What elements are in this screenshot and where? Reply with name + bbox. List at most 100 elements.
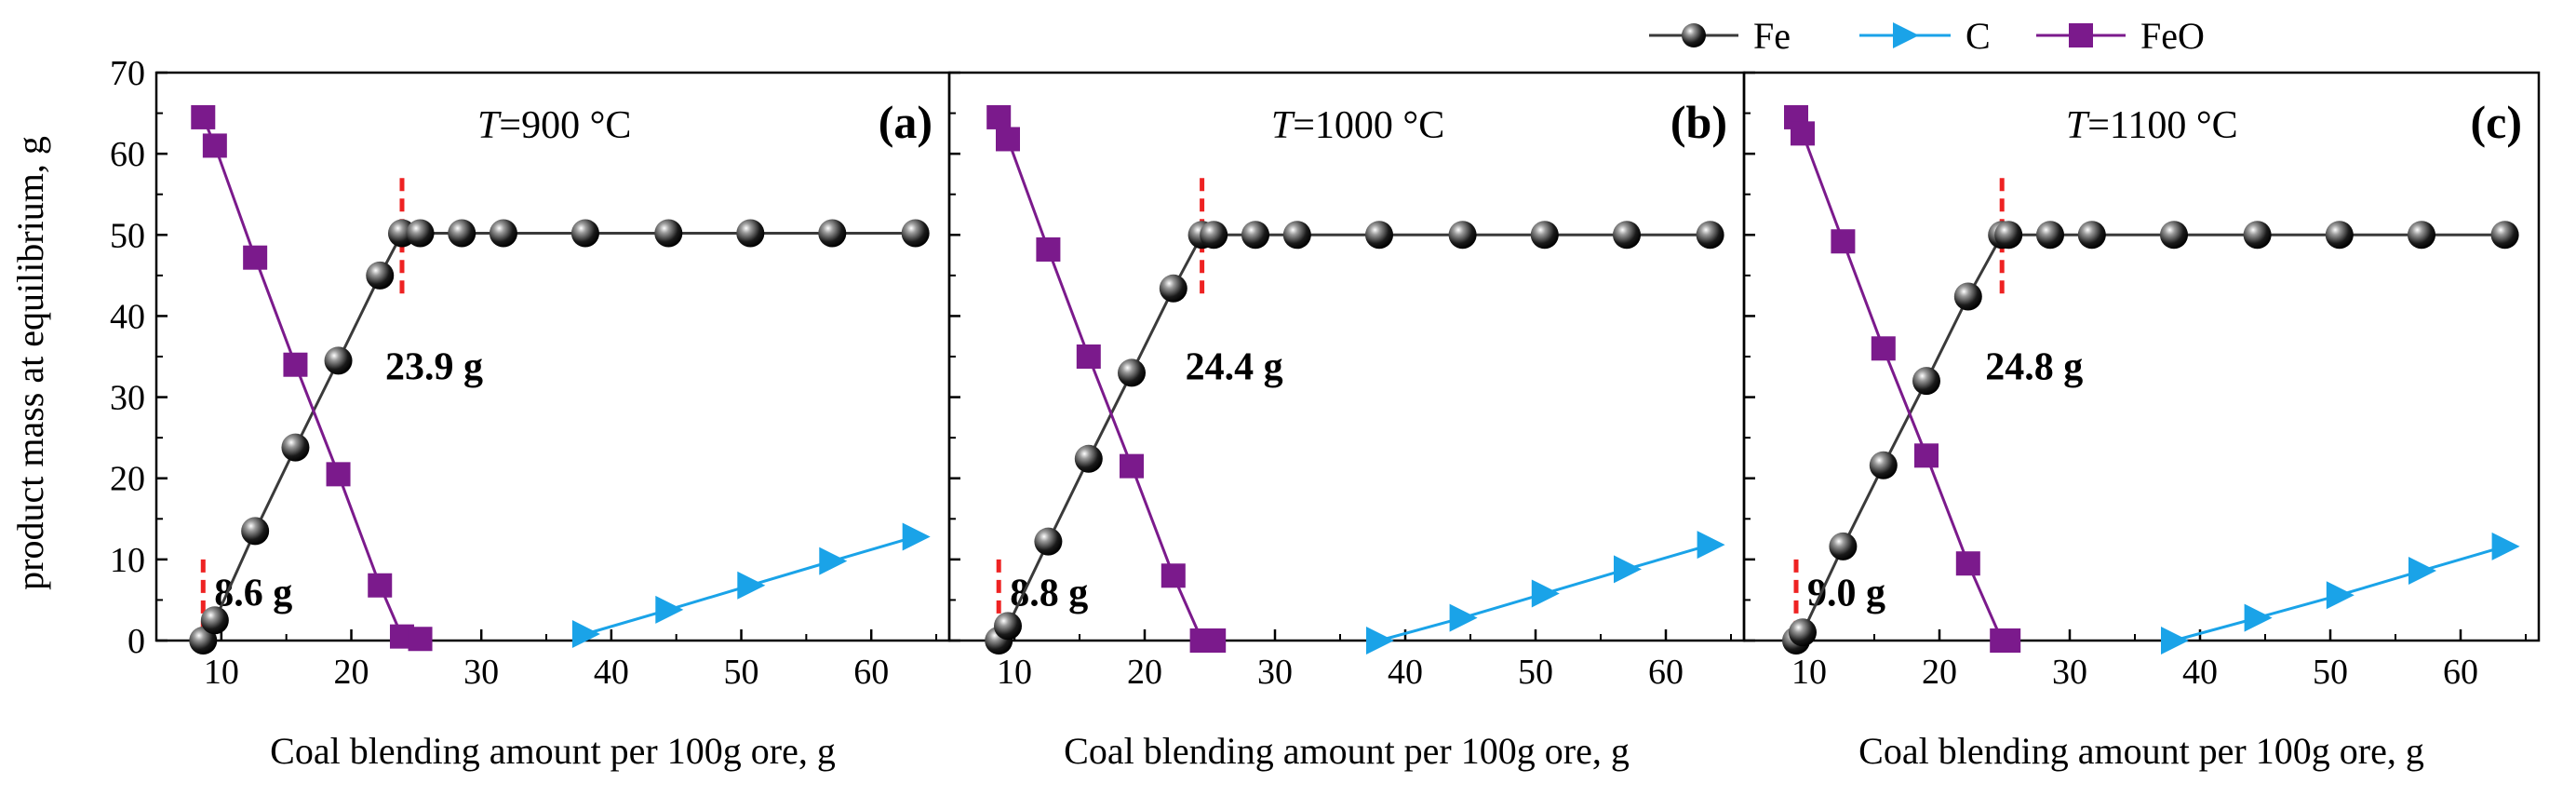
- x-tick-label: 20: [1127, 653, 1162, 692]
- data-point-fe: [1530, 221, 1559, 250]
- x-tick-label: 30: [463, 653, 499, 692]
- data-point-feo: [191, 104, 216, 129]
- x-tick-label: 40: [594, 653, 629, 692]
- data-point-fe: [200, 606, 229, 635]
- data-point-feo: [408, 627, 433, 652]
- x-tick-label: 10: [1791, 653, 1827, 692]
- panel-b: 10 20 30 40 50 60 Coal blending amount per 100…: [947, 71, 1746, 772]
- data-point-fe: [1912, 367, 1940, 396]
- data-point-fe: [1696, 221, 1724, 250]
- temperature-label: T=1000 °C: [1271, 104, 1444, 147]
- data-point-feo: [1036, 236, 1061, 262]
- data-point-feo: [1161, 563, 1186, 588]
- panel-label: (c): [2471, 96, 2523, 148]
- data-point-fe: [2036, 221, 2064, 250]
- data-point-feo: [326, 462, 351, 487]
- y-tick-label: 40: [110, 297, 145, 336]
- x-tick-label: 40: [2182, 653, 2218, 692]
- legend-entry-c: C: [1859, 15, 1991, 57]
- data-point-c: [1449, 603, 1478, 632]
- data-point-feo: [1996, 628, 2021, 653]
- data-point-c: [1531, 579, 1560, 608]
- legend-c-label: C: [1966, 15, 1991, 57]
- series-line-feo: [997, 116, 1214, 642]
- data-point-fe: [1200, 221, 1228, 250]
- y-tick-label: 10: [110, 541, 145, 580]
- y-tick-label: 70: [110, 54, 145, 93]
- legend-feo-marker: [2069, 23, 2093, 47]
- y-tick-label: 50: [110, 216, 145, 255]
- x-tick-label: 30: [1257, 653, 1293, 692]
- temperature-label: T=1100 °C: [2066, 104, 2238, 147]
- data-point-fe: [818, 219, 847, 248]
- data-point-c: [2408, 557, 2436, 586]
- data-point-c: [2161, 627, 2189, 655]
- data-point-fe: [2077, 221, 2106, 250]
- panel-label: (b): [1670, 96, 1727, 148]
- legend-fe-label: Fe: [1753, 15, 1791, 57]
- threshold-label: 8.8 g: [1010, 573, 1088, 615]
- y-tick-label: 30: [110, 379, 145, 418]
- data-point-c: [655, 595, 684, 624]
- x-tick-label: 10: [997, 653, 1032, 692]
- plot-frame: [947, 71, 1746, 642]
- data-point-fe: [406, 219, 435, 248]
- series-line-feo: [1794, 116, 2009, 642]
- data-point-fe: [1282, 221, 1311, 250]
- data-point-feo: [368, 573, 393, 598]
- data-point-fe: [994, 612, 1022, 641]
- data-point-fe: [2160, 221, 2188, 250]
- data-point-c: [902, 522, 931, 551]
- data-point-fe: [654, 219, 683, 248]
- data-point-fe: [2490, 221, 2519, 250]
- data-point-fe: [2243, 221, 2272, 250]
- temperature-label: T=900 °C: [477, 104, 631, 147]
- data-point-fe: [2325, 221, 2354, 250]
- data-point-feo: [1201, 628, 1227, 653]
- y-tick-label: 60: [110, 135, 145, 174]
- data-point-c: [737, 571, 766, 600]
- y-tick-label: 0: [127, 622, 145, 661]
- data-point-fe: [1613, 221, 1641, 250]
- x-axis-label: Coal blending amount per 100g ore, g: [1858, 730, 2424, 772]
- x-tick-label: 50: [724, 653, 759, 692]
- y-tick-label: 20: [110, 460, 145, 499]
- data-point-c: [571, 620, 600, 649]
- data-point-c: [1614, 555, 1642, 584]
- legend: Fe C FeO: [1649, 15, 2205, 57]
- series-line-fe: [997, 233, 1711, 641]
- x-tick-label: 40: [1388, 653, 1423, 692]
- threshold-label: 24.4 g: [1186, 345, 1283, 388]
- data-point-feo: [202, 133, 227, 158]
- legend-c-marker: [1893, 22, 1919, 48]
- data-point-fe: [1448, 221, 1477, 250]
- data-point-feo: [1914, 443, 1939, 468]
- data-point-fe: [1241, 221, 1269, 250]
- legend-fe-marker: [1682, 23, 1706, 47]
- data-point-c: [1366, 627, 1394, 655]
- data-point-feo: [1120, 453, 1144, 479]
- plot-frame: [1742, 71, 2541, 642]
- x-tick-label: 30: [2052, 653, 2087, 692]
- data-point-c: [2491, 532, 2520, 560]
- data-point-fe: [901, 219, 930, 248]
- data-point-fe: [1118, 358, 1146, 387]
- threshold-label: 9.0 g: [1807, 573, 1885, 615]
- data-point-feo: [986, 104, 1012, 129]
- legend-entry-fe: Fe: [1649, 15, 1791, 57]
- data-point-feo: [1955, 551, 1980, 576]
- x-tick-label: 50: [2313, 653, 2348, 692]
- panel-label: (a): [879, 96, 932, 148]
- data-point-fe: [1159, 274, 1187, 303]
- data-point-fe: [189, 627, 218, 655]
- data-point-feo: [1871, 336, 1896, 361]
- data-point-fe: [1869, 451, 1898, 479]
- data-point-fe: [1365, 221, 1393, 250]
- data-point-fe: [489, 219, 517, 248]
- data-point-c: [2326, 581, 2355, 610]
- data-point-fe: [324, 346, 353, 375]
- threshold-label: 24.8 g: [1985, 345, 2083, 388]
- series-line-fe: [1794, 233, 2505, 641]
- legend-feo-label: FeO: [2140, 15, 2205, 57]
